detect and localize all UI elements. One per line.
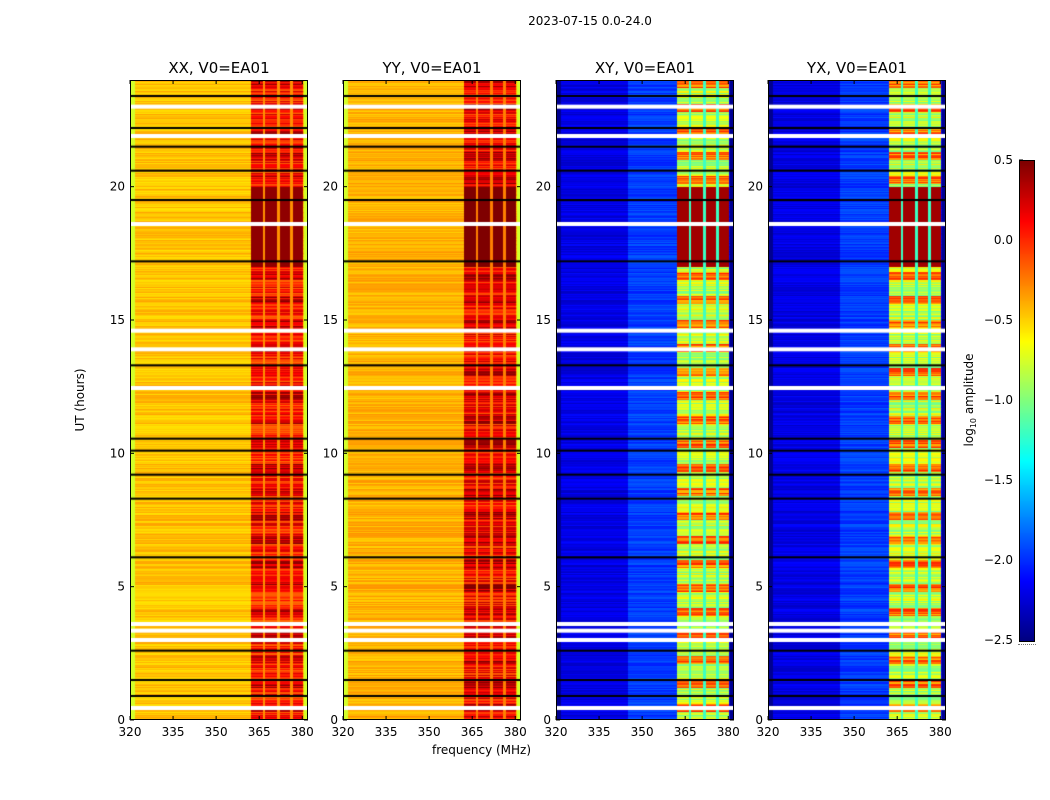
y-tick-label: 10 [536,446,551,460]
x-tick-label: 335 [800,725,823,739]
y-tick-label: 20 [110,180,125,194]
heatmap-canvas-xy [556,80,734,720]
x-tick-label: 335 [588,725,611,739]
panel-title-yx: YX, V0=EA01 [768,59,946,77]
y-tick-label: 15 [536,313,551,327]
colorbar-tick-label: −2.0 [984,553,1013,567]
figure-suptitle: 2023-07-15 0.0-24.0 [0,14,1050,28]
x-tick-label: 320 [332,725,355,739]
colorbar-tick-label: −1.0 [984,393,1013,407]
y-tick-label: 0 [117,713,125,727]
x-tick-label: 365 [461,725,484,739]
x-tick-label: 335 [162,725,185,739]
x-tick-label: 380 [504,725,527,739]
heatmap-canvas-yy [343,80,521,720]
colorbar-tick-label: −0.5 [984,313,1013,327]
y-tick-label: 10 [110,446,125,460]
x-tick-label: 350 [631,725,654,739]
x-tick-label: 365 [248,725,271,739]
y-tick-label: 5 [543,580,551,594]
y-tick-label: 20 [536,180,551,194]
y-tick-label: 20 [323,180,338,194]
panel-title-xy: XY, V0=EA01 [556,59,734,77]
y-tick-label: 10 [323,446,338,460]
colorbar-label: log10 amplitude [962,354,978,447]
y-tick-label: 15 [748,313,763,327]
x-tick-label: 380 [291,725,314,739]
x-tick-label: 320 [545,725,568,739]
x-tick-label: 320 [757,725,780,739]
y-tick-label: 5 [330,580,338,594]
x-tick-label: 350 [843,725,866,739]
y-tick-label: 0 [330,713,338,727]
panel-title-yy: YY, V0=EA01 [343,59,521,77]
colorbar-extend-marker [1018,644,1036,645]
x-tick-label: 380 [717,725,740,739]
colorbar-tick-label: 0.0 [994,233,1013,247]
heatmap-panel-xy [556,80,734,720]
x-tick-label: 335 [375,725,398,739]
y-tick-label: 15 [110,313,125,327]
x-tick-label: 365 [886,725,909,739]
y-tick-label: 20 [748,180,763,194]
x-tick-label: 320 [119,725,142,739]
panel-title-xx: XX, V0=EA01 [130,59,308,77]
colorbar-label-log: log [962,428,976,446]
colorbar-label-amplitude: amplitude [962,354,976,418]
heatmap-panel-xx [130,80,308,720]
colorbar-tick-label: 0.5 [994,153,1013,167]
x-tick-label: 350 [205,725,228,739]
x-axis-label: frequency (MHz) [432,743,531,757]
heatmap-panel-yy [343,80,521,720]
heatmap-panel-yx [768,80,946,720]
y-tick-label: 15 [323,313,338,327]
colorbar [1019,160,1035,642]
y-tick-label: 10 [748,446,763,460]
heatmap-canvas-yx [768,80,946,720]
y-tick-label: 5 [117,580,125,594]
x-tick-label: 380 [929,725,952,739]
colorbar-tick-label: −2.5 [984,633,1013,647]
y-tick-label: 5 [755,580,763,594]
colorbar-label-base: 10 [969,418,978,428]
y-axis-label: UT (hours) [73,368,87,431]
x-tick-label: 365 [674,725,697,739]
y-tick-label: 0 [755,713,763,727]
colorbar-gradient [1020,161,1034,641]
colorbar-tick-label: −1.5 [984,473,1013,487]
x-tick-label: 350 [418,725,441,739]
heatmap-canvas-xx [130,80,308,720]
y-tick-label: 0 [543,713,551,727]
